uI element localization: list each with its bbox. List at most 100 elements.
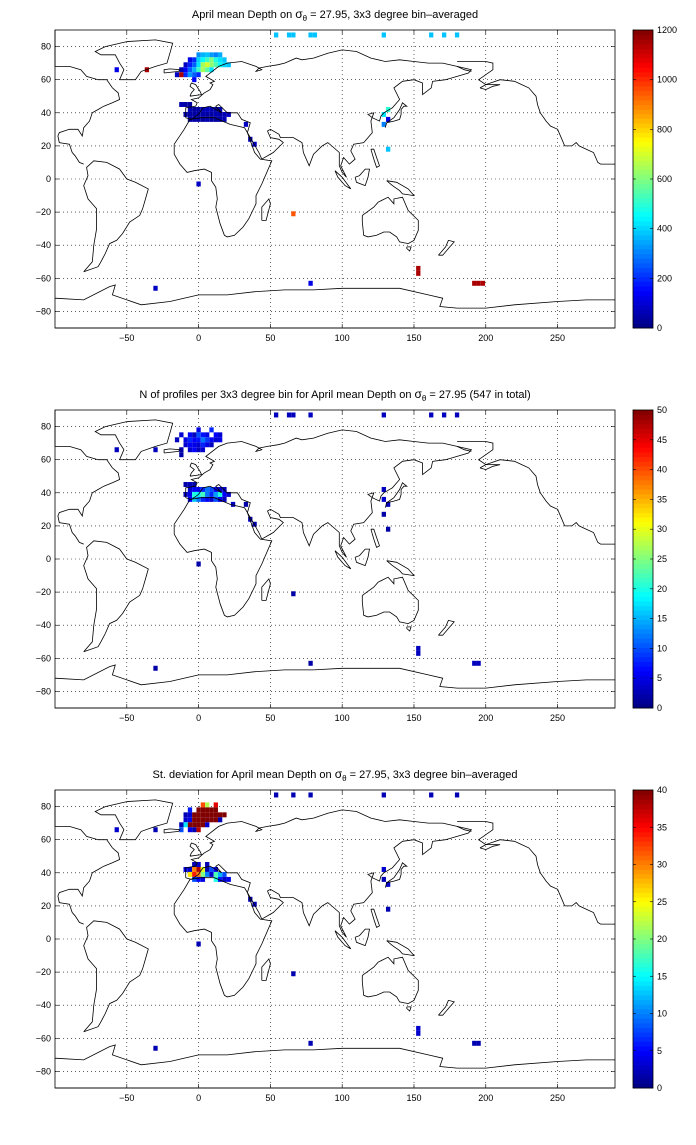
bin-cell: [243, 501, 249, 507]
bin-cell: [187, 817, 193, 823]
colorbar-segment: [633, 790, 653, 796]
bin-cell: [416, 650, 421, 656]
bin-cell: [381, 511, 386, 517]
colorbar-segment: [633, 211, 653, 217]
bin-cell: [209, 111, 214, 117]
coastline: [386, 560, 416, 577]
colorbar-segment: [633, 253, 653, 259]
bin-cell: [192, 866, 197, 872]
bin-cell: [192, 482, 197, 487]
colorbar-segment: [633, 549, 653, 555]
colorbar-segment: [633, 633, 653, 639]
y-tick-label: −60: [36, 1033, 51, 1043]
map-profile-count: −50 0 50 100 150 200 250−80−60−40−200204060800…: [36, 405, 667, 723]
coastline: [54, 410, 121, 545]
colorbar-segment: [633, 929, 653, 935]
y-tick-label: −40: [36, 620, 51, 630]
bin-cell: [248, 136, 253, 142]
colorbar: 0 5 10 15 20 25 30 35 40: [632, 785, 667, 1093]
bin-cell: [385, 116, 391, 122]
colorbar-segment: [633, 638, 653, 644]
colorbar-segment: [633, 1074, 653, 1080]
bin-cell: [187, 491, 193, 497]
colorbar-segment: [633, 1078, 653, 1084]
bin-cell: [205, 862, 210, 867]
data-cells: [114, 412, 481, 671]
colorbar-segment: [633, 304, 653, 310]
colorbar-segment: [633, 493, 653, 499]
bin-cell: [192, 447, 197, 453]
colorbar-segment: [633, 582, 653, 588]
bin-cell: [187, 827, 193, 833]
bin-cell: [217, 871, 223, 877]
y-tick-label: 0: [46, 934, 51, 944]
coastline: [457, 61, 615, 165]
bin-cell: [381, 486, 386, 492]
colorbar-segment: [633, 577, 653, 583]
bin-cell: [209, 437, 214, 443]
colorbar-segment: [633, 841, 653, 847]
bin-cell: [480, 280, 486, 286]
colorbar-tick-label: 15: [657, 614, 667, 624]
colorbar-segment: [633, 887, 653, 893]
colorbar-segment: [633, 703, 653, 709]
bin-cell: [205, 486, 210, 492]
bin-cell: [205, 52, 210, 58]
bin-cell: [200, 437, 206, 443]
title-suffix: = 27.95, 3x3 degree bin–averaged: [346, 769, 518, 781]
bin-cell: [308, 412, 313, 418]
bin-cell: [183, 102, 188, 107]
bin-cell: [209, 52, 214, 58]
bin-cell: [222, 116, 227, 122]
colorbar-segment: [633, 507, 653, 513]
bin-cell: [196, 72, 201, 78]
colorbar-segment: [633, 433, 653, 439]
bin-cell: [429, 792, 434, 798]
bin-cell: [200, 491, 206, 497]
colorbar-segment: [633, 470, 653, 476]
bin-cell: [209, 427, 214, 433]
colorbar-segment: [633, 234, 653, 241]
colorbar-tick-label: 1200: [657, 25, 677, 35]
colorbar-segment: [633, 1055, 653, 1061]
y-tick-label: −60: [36, 653, 51, 663]
colorbar-segment: [633, 71, 653, 78]
colorbar-segment: [633, 1064, 653, 1070]
colorbar-segment: [633, 966, 653, 973]
colorbar-segment: [633, 123, 653, 129]
x-tick-label: 150: [406, 333, 421, 343]
colorbar-segment: [633, 192, 653, 199]
bin-cell: [196, 432, 201, 438]
bin-cell: [441, 412, 447, 418]
colorbar-segment: [633, 911, 653, 917]
bin-cell: [217, 496, 223, 502]
y-tick-label: 80: [41, 802, 51, 812]
colorbar-segment: [633, 160, 653, 166]
bin-cell: [222, 496, 227, 502]
bin-cell: [179, 432, 184, 438]
bin-cell: [217, 486, 223, 492]
bin-cell: [248, 516, 253, 522]
colorbar-tick-label: 400: [657, 224, 672, 234]
y-tick-label: 0: [46, 174, 51, 184]
bin-cell: [226, 876, 231, 882]
bin-cell: [217, 812, 223, 818]
coastline: [185, 49, 473, 178]
colorbar-segment: [633, 202, 653, 208]
colorbar-tick-label: 40: [657, 785, 667, 795]
bin-cell: [196, 427, 201, 433]
bin-cell: [222, 812, 227, 818]
coastline: [334, 930, 352, 950]
colorbar-segment: [633, 684, 653, 690]
colorbar-segment: [633, 915, 653, 921]
bin-cell: [187, 447, 193, 453]
bin-cell: [248, 896, 253, 902]
bin-cell: [205, 496, 210, 502]
colorbar-segment: [633, 1046, 653, 1052]
bin-cell: [200, 52, 206, 58]
bin-cell: [222, 876, 227, 882]
bin-cell: [200, 871, 206, 877]
colorbar-segment: [633, 600, 653, 607]
x-tick-label: 200: [478, 1093, 493, 1103]
bin-cell: [217, 62, 223, 68]
